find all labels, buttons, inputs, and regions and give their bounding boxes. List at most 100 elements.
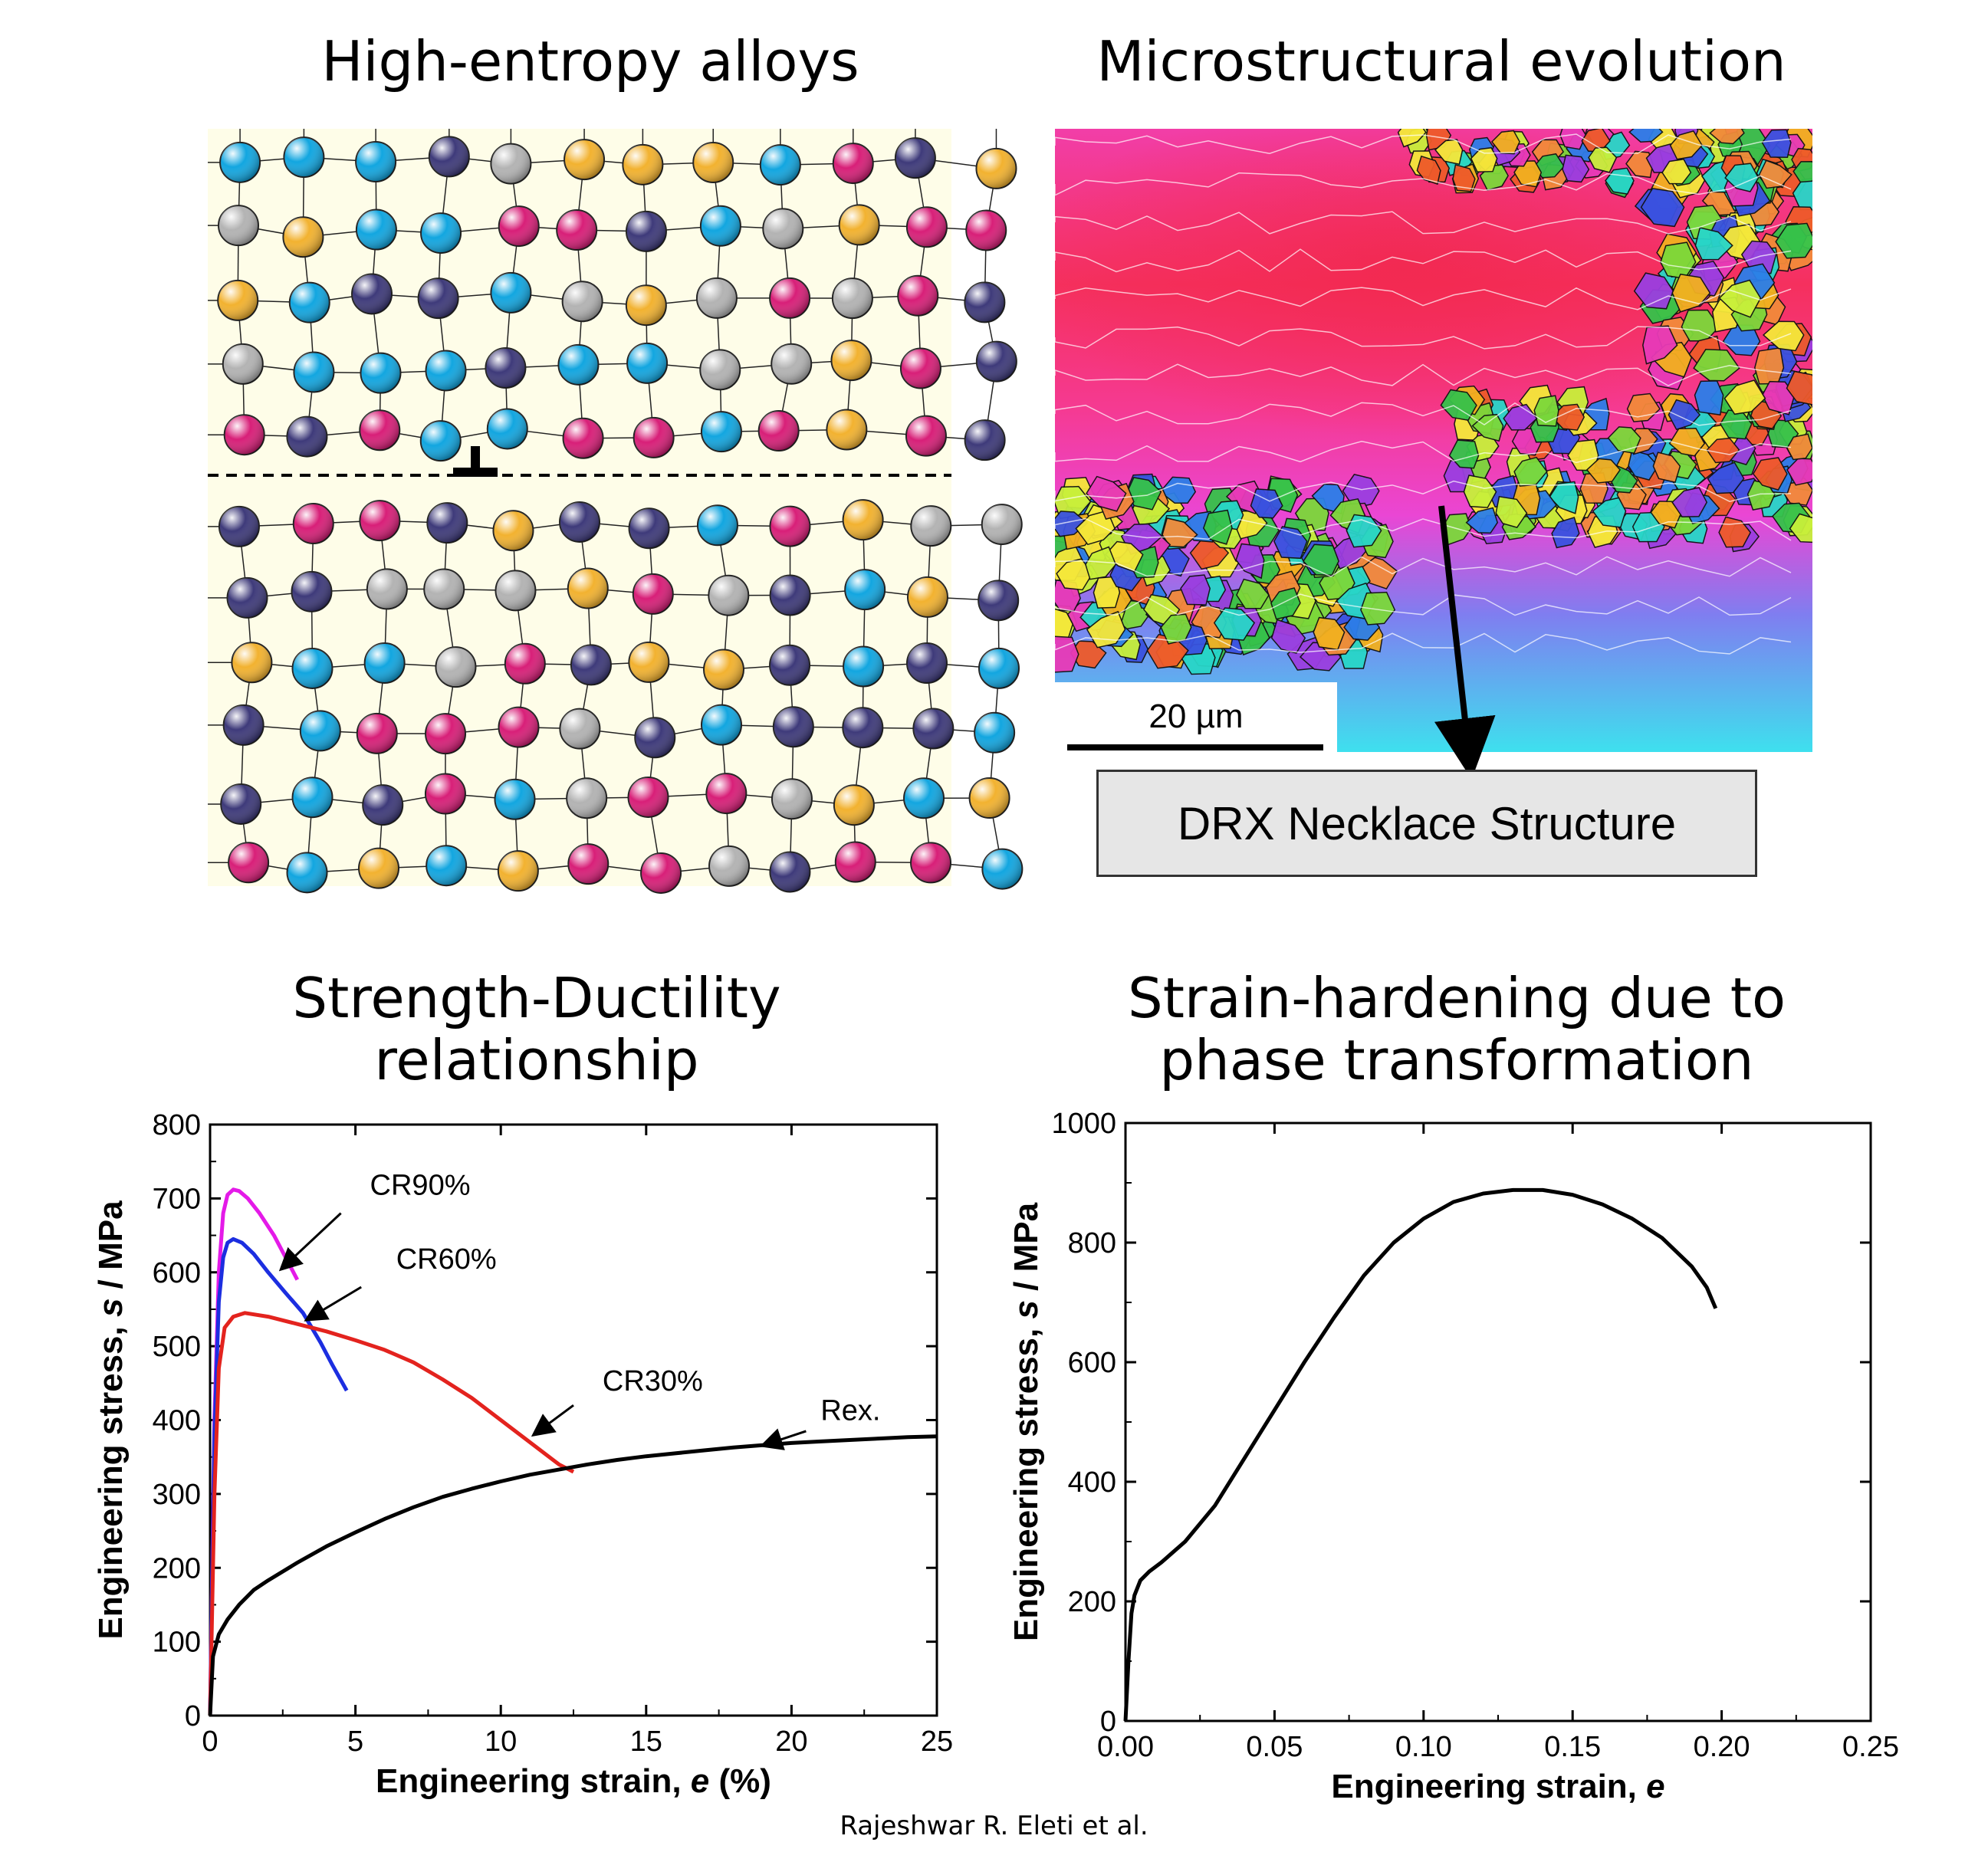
atom bbox=[222, 343, 264, 385]
atom bbox=[903, 777, 945, 819]
grain bbox=[1588, 146, 1618, 173]
drx-arrow bbox=[1434, 505, 1496, 780]
grain bbox=[1471, 413, 1504, 442]
grain-boundary bbox=[1055, 326, 1792, 350]
atom bbox=[358, 847, 400, 889]
grain-boundary bbox=[1055, 402, 1792, 426]
atom bbox=[771, 778, 813, 820]
atom bbox=[286, 852, 328, 894]
atom bbox=[838, 204, 880, 246]
atom bbox=[283, 136, 325, 179]
atom bbox=[968, 777, 1010, 819]
curve-annotation: Rex. bbox=[820, 1395, 880, 1427]
atom bbox=[981, 504, 1023, 546]
atom bbox=[420, 212, 462, 255]
y-tick-label: 200 bbox=[1068, 1586, 1116, 1618]
grain bbox=[1707, 461, 1745, 494]
grain bbox=[1236, 578, 1270, 609]
atom bbox=[291, 647, 334, 689]
atom bbox=[625, 284, 667, 327]
atom bbox=[965, 209, 1007, 251]
grain bbox=[1055, 511, 1089, 537]
atom bbox=[218, 505, 260, 547]
atom bbox=[498, 706, 540, 748]
atom bbox=[363, 642, 406, 684]
atom bbox=[899, 347, 941, 389]
x-tick-label: 15 bbox=[630, 1726, 662, 1758]
annotation-arrow bbox=[531, 1404, 574, 1437]
atom bbox=[419, 420, 462, 462]
atom bbox=[912, 708, 955, 750]
grain bbox=[1213, 607, 1256, 641]
atom bbox=[366, 568, 408, 610]
grain bbox=[1633, 272, 1674, 310]
curve-annotation: CR90% bbox=[370, 1170, 471, 1202]
grain bbox=[1754, 346, 1785, 385]
series-line-cr60 bbox=[208, 1236, 349, 1716]
atom bbox=[842, 499, 884, 541]
atom bbox=[498, 205, 540, 248]
atom bbox=[708, 845, 751, 887]
x-tick-label: 0 bbox=[202, 1726, 218, 1758]
atom bbox=[494, 778, 536, 820]
atom bbox=[975, 340, 1017, 383]
ebsd-micrograph bbox=[1055, 129, 1812, 780]
grain bbox=[1761, 129, 1792, 158]
atom bbox=[490, 143, 532, 185]
atom bbox=[759, 144, 801, 186]
grain bbox=[1162, 517, 1198, 548]
atom bbox=[286, 415, 328, 458]
atom bbox=[355, 209, 397, 251]
y-tick-label: 400 bbox=[153, 1405, 201, 1437]
atom bbox=[978, 647, 1020, 689]
grain-boundary bbox=[1055, 133, 1792, 155]
atom bbox=[762, 208, 804, 250]
grain bbox=[1723, 379, 1766, 415]
grain bbox=[1694, 380, 1724, 416]
grain bbox=[1055, 635, 1079, 673]
grain bbox=[1792, 177, 1812, 211]
grain bbox=[1694, 227, 1733, 261]
hea-lattice bbox=[208, 129, 1024, 894]
grain bbox=[1642, 325, 1678, 365]
x-tick-label: 25 bbox=[921, 1726, 953, 1758]
atom bbox=[894, 137, 936, 179]
y-tick-label: 400 bbox=[1068, 1466, 1116, 1499]
atom bbox=[231, 642, 273, 684]
grain bbox=[1416, 155, 1441, 186]
grain bbox=[1650, 501, 1682, 529]
y-tick-label: 600 bbox=[153, 1257, 201, 1289]
atom bbox=[699, 205, 741, 247]
atom bbox=[417, 277, 459, 320]
atom bbox=[570, 644, 612, 686]
grain bbox=[1709, 129, 1745, 145]
atom bbox=[695, 277, 738, 319]
scale-bar-backdrop bbox=[1055, 682, 1337, 752]
y-tick-label: 700 bbox=[153, 1183, 201, 1215]
atom bbox=[702, 649, 744, 691]
atom bbox=[223, 414, 265, 456]
x-tick-label: 5 bbox=[347, 1726, 363, 1758]
grain bbox=[1202, 509, 1233, 545]
grain bbox=[1559, 129, 1587, 150]
atom bbox=[566, 777, 608, 819]
grain bbox=[1693, 349, 1740, 382]
x-axis-label: Engineering strain, e bbox=[1331, 1768, 1664, 1805]
atom bbox=[832, 143, 874, 185]
grain bbox=[1465, 507, 1499, 534]
atom bbox=[567, 843, 610, 885]
atom bbox=[291, 777, 334, 819]
grain bbox=[1640, 187, 1685, 228]
atom bbox=[692, 141, 734, 183]
atom bbox=[981, 848, 1024, 890]
atom bbox=[626, 342, 669, 384]
atom bbox=[833, 784, 875, 826]
y-tick-label: 1000 bbox=[1051, 1108, 1116, 1140]
grain-boundary bbox=[1055, 211, 1792, 235]
atom bbox=[356, 712, 398, 754]
y-tick-label: 500 bbox=[153, 1331, 201, 1363]
atom bbox=[700, 411, 742, 453]
series-line-cr30 bbox=[208, 1311, 575, 1716]
grain bbox=[1346, 514, 1382, 548]
atom bbox=[831, 277, 873, 320]
